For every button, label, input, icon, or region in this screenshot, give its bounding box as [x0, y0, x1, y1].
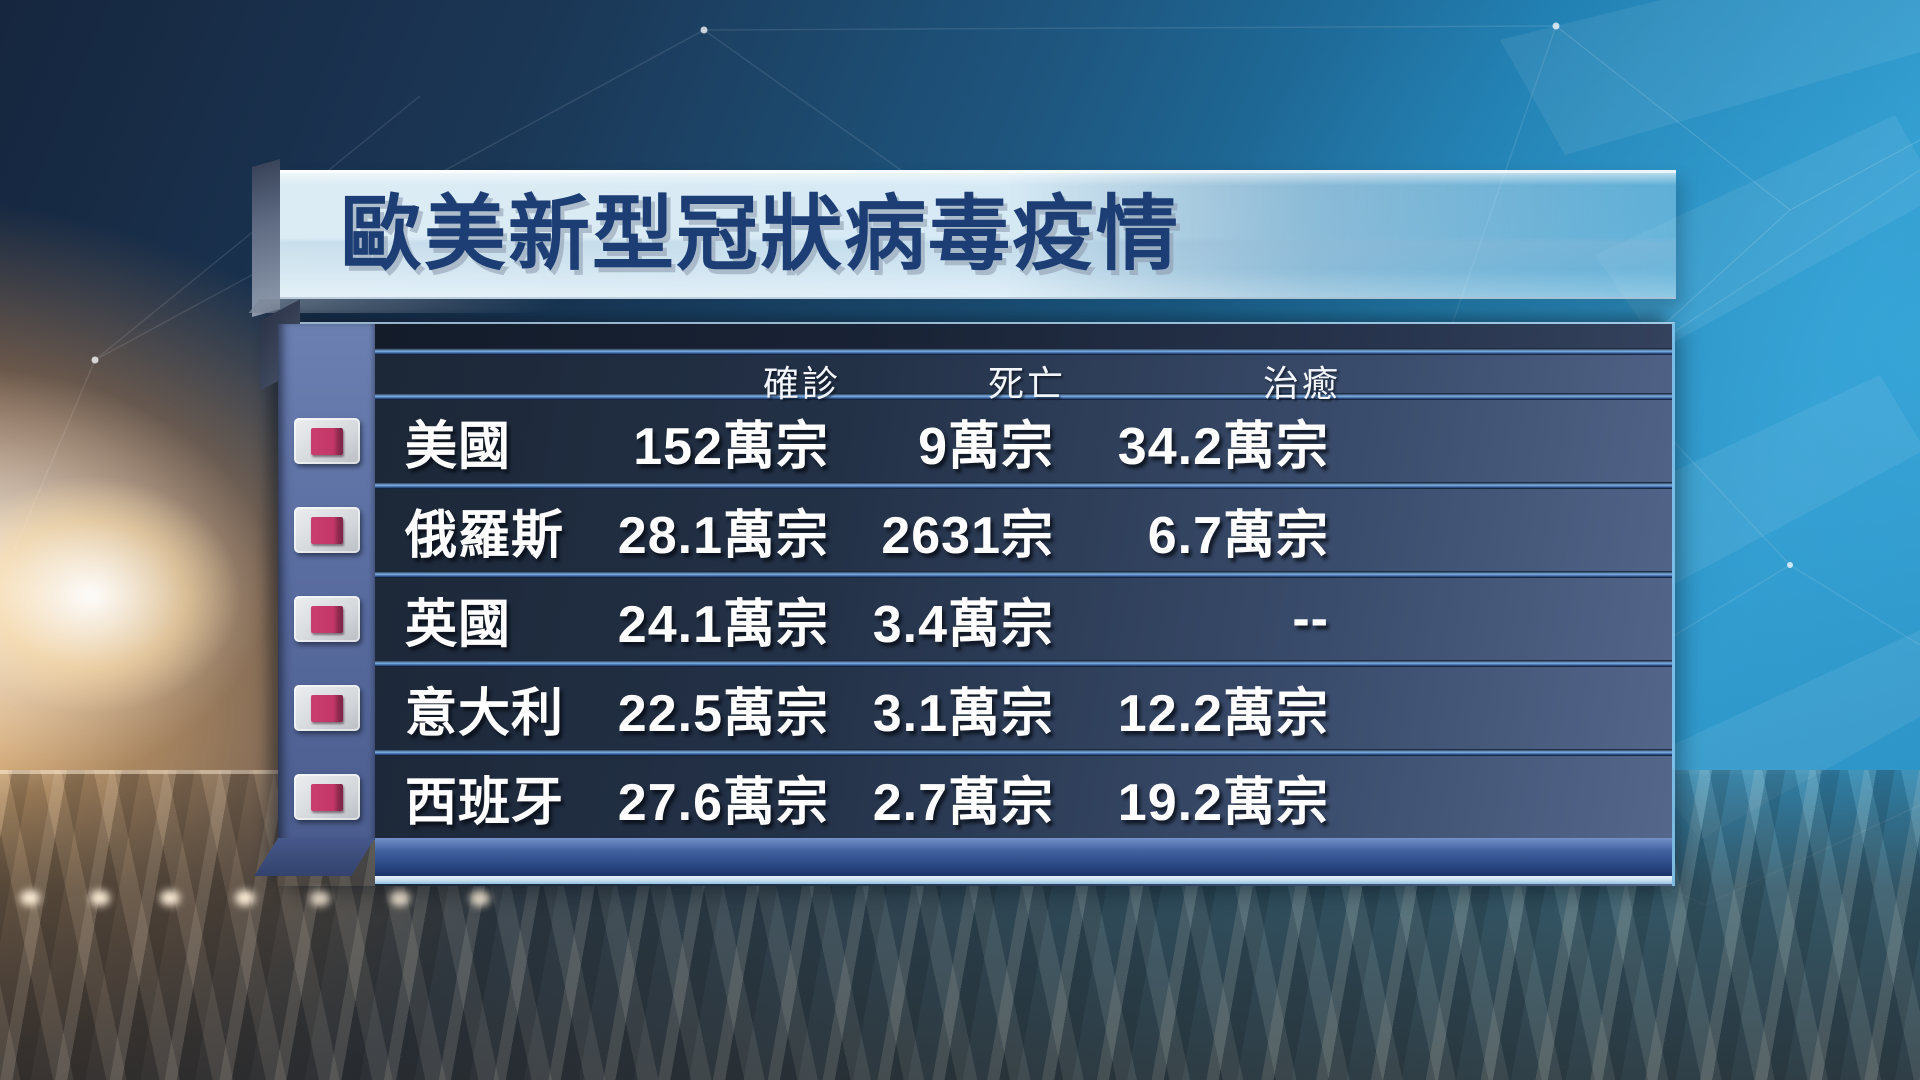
title-bar: 歐美新型冠狀病毒疫情: [278, 170, 1676, 299]
data-panel: 確診 死亡 治癒 美國 152萬宗 9萬宗 34.2萬宗 俄羅斯 28.1萬宗 …: [278, 322, 1675, 886]
separator-line: [375, 393, 1672, 400]
separator-line: [375, 571, 1672, 578]
panel-footer-strip: [375, 838, 1672, 876]
row-marker-icon: [294, 418, 360, 464]
confirmed-value: 28.1萬宗: [617, 506, 829, 565]
cured-value: 6.7萬宗: [1147, 506, 1329, 565]
table-row: 英國 24.1萬宗 3.4萬宗 --: [375, 578, 1672, 660]
cured-value: 34.2萬宗: [1117, 417, 1329, 476]
row-marker-square: [311, 427, 343, 455]
row-marker-icon: [294, 507, 360, 553]
confirmed-value: 22.5萬宗: [617, 684, 829, 743]
column-header-cured: 治癒: [1262, 363, 1341, 404]
table-row: 意大利 22.5萬宗 3.1萬宗 12.2萬宗: [375, 667, 1672, 749]
confirmed-value: 152萬宗: [633, 417, 829, 476]
deaths-value: 9萬宗: [918, 417, 1054, 476]
confirmed-value: 24.1萬宗: [617, 595, 829, 654]
table-area: 確診 死亡 治癒 美國 152萬宗 9萬宗 34.2萬宗 俄羅斯 28.1萬宗 …: [375, 324, 1672, 886]
row-marker-square: [311, 516, 343, 544]
row-marker-icon: [294, 774, 360, 820]
deaths-value: 3.1萬宗: [872, 684, 1054, 743]
deaths-value: 2.7萬宗: [872, 773, 1054, 832]
page-title: 歐美新型冠狀病毒疫情: [340, 189, 1181, 280]
column-header-confirmed: 確診: [762, 363, 841, 404]
separator-line: [375, 348, 1672, 355]
row-marker-icon: [294, 685, 360, 731]
row-marker-icon: [294, 596, 360, 642]
table-top-band: [375, 324, 1672, 348]
cured-value: 12.2萬宗: [1117, 684, 1329, 743]
table-row: 西班牙 27.6萬宗 2.7萬宗 19.2萬宗: [375, 756, 1672, 838]
cured-value: 19.2萬宗: [1117, 773, 1329, 832]
panel-bottom-edge: [375, 876, 1672, 884]
country-label: 英國: [405, 595, 512, 654]
cured-value: --: [1292, 590, 1329, 648]
separator-line: [375, 482, 1672, 489]
country-label: 美國: [405, 417, 512, 476]
table-header-row: 確診 死亡 治癒: [375, 355, 1672, 404]
table-row: 美國 152萬宗 9萬宗 34.2萬宗: [375, 400, 1672, 482]
country-label: 俄羅斯: [405, 506, 565, 565]
table-row: 俄羅斯 28.1萬宗 2631宗 6.7萬宗: [375, 489, 1672, 571]
country-label: 西班牙: [405, 773, 565, 832]
row-marker-square: [311, 605, 343, 633]
row-marker-square: [311, 694, 343, 722]
row-marker-square: [311, 783, 343, 811]
country-label: 意大利: [405, 684, 565, 743]
panel-left-rail: [278, 324, 375, 840]
background-light-dots: [0, 886, 560, 912]
separator-line: [375, 660, 1672, 667]
deaths-value: 2631宗: [881, 506, 1054, 565]
separator-line: [375, 749, 1672, 756]
confirmed-value: 27.6萬宗: [617, 773, 829, 832]
deaths-value: 3.4萬宗: [872, 595, 1054, 654]
column-header-deaths: 死亡: [987, 363, 1066, 404]
